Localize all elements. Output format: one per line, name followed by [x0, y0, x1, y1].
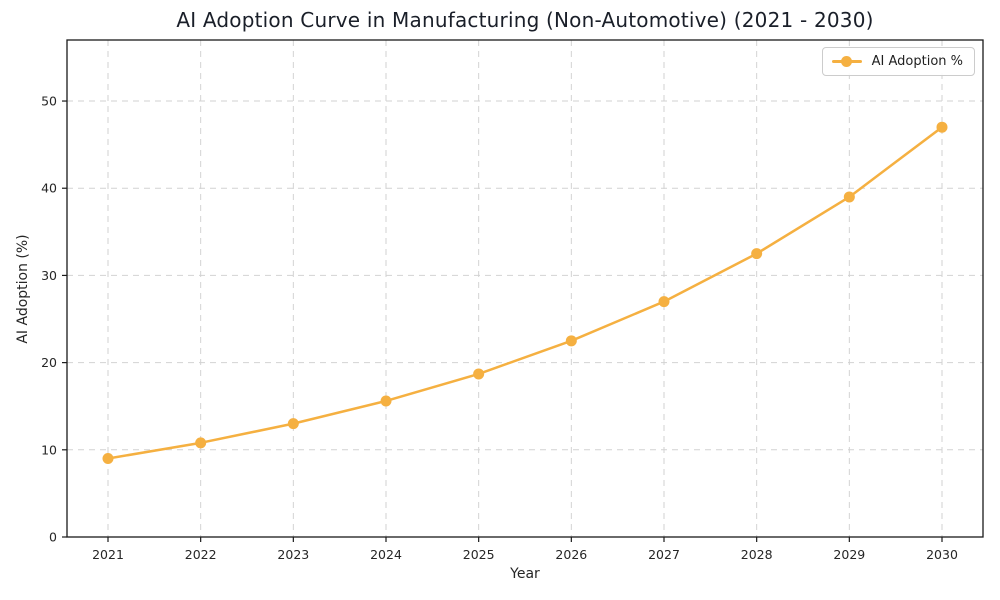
data-point: [565, 335, 577, 347]
series-line: [106, 125, 944, 460]
axes-spines: [66, 39, 984, 538]
data-point: [102, 453, 114, 465]
data-point: [843, 191, 855, 203]
data-point: [287, 418, 299, 430]
legend: AI Adoption %: [821, 47, 975, 76]
x-tick-label: 2024: [370, 547, 402, 562]
x-tick-label: 2023: [277, 547, 309, 562]
chart-title: AI Adoption Curve in Manufacturing (Non-…: [176, 8, 874, 32]
x-axis-label: Year: [510, 566, 540, 582]
x-tick-label: 2021: [92, 547, 124, 562]
legend-label: AI Adoption %: [871, 54, 963, 69]
y-tick-label: 30: [41, 268, 57, 283]
y-tick-label: 40: [41, 181, 57, 196]
data-point: [380, 395, 392, 407]
y-axis-label: AI Adoption (%): [15, 234, 31, 344]
x-tick-label: 2022: [185, 547, 217, 562]
y-tick-label: 10: [41, 442, 57, 457]
y-tick-label: 50: [41, 94, 57, 109]
x-tick-label: 2025: [463, 547, 495, 562]
data-point: [936, 121, 948, 133]
x-tick-label: 2027: [648, 547, 680, 562]
data-point: [658, 296, 670, 308]
x-tick-label: 2029: [833, 547, 865, 562]
x-tick-label: 2028: [741, 547, 773, 562]
data-point: [751, 248, 763, 260]
data-point: [473, 368, 485, 380]
y-tick-label: 20: [41, 355, 57, 370]
x-tick-label: 2026: [555, 547, 587, 562]
legend-line-marker-icon: [831, 56, 862, 67]
y-tick-label: 0: [49, 530, 57, 545]
data-point: [195, 437, 207, 449]
x-tick-label: 2030: [926, 547, 958, 562]
